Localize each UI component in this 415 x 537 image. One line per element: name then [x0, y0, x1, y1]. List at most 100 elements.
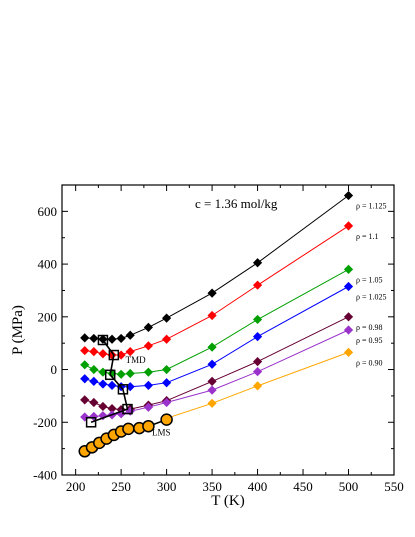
- data-point: [343, 325, 354, 335]
- data-point: [252, 357, 263, 367]
- x-tick-label: 200: [66, 479, 86, 494]
- data-point: [117, 384, 129, 395]
- data-point: [89, 411, 99, 422]
- data-point: [162, 378, 172, 388]
- data-point: [207, 342, 217, 352]
- x-tick-label: 400: [248, 479, 268, 494]
- data-point: [80, 395, 90, 405]
- plot-frame: [61, 184, 395, 476]
- series-layer: ρ = 1.125 ρ = 1.1 ρ = 1.05 ρ = 1.025 ρ = 0.9…: [78, 190, 387, 458]
- data-point: [89, 364, 99, 375]
- data-point: [343, 264, 354, 274]
- data-point: [343, 281, 354, 292]
- data-point: [80, 412, 90, 422]
- y-tick-label: 0: [51, 362, 58, 377]
- data-point: [89, 397, 99, 408]
- series-label: ρ = 0.95: [356, 336, 383, 345]
- series-line: [84, 268, 349, 375]
- series-label: ρ = 0.90: [356, 358, 383, 367]
- data-point: [162, 334, 172, 344]
- series-6: ρ = 0.90: [162, 347, 383, 423]
- data-point: [125, 368, 135, 379]
- data-point: [125, 347, 135, 357]
- data-point: [125, 330, 135, 340]
- y-tick-label: -400: [33, 468, 57, 483]
- x-axis-label: T (K): [211, 493, 244, 509]
- annotation-label: TMD: [126, 355, 147, 365]
- data-point: [108, 349, 120, 361]
- data-point: [97, 334, 109, 346]
- data-point: [98, 379, 108, 389]
- data-point: [252, 258, 263, 268]
- data-point: [122, 403, 133, 415]
- data-point: [98, 334, 108, 344]
- data-point: [207, 385, 217, 395]
- data-point: [107, 334, 117, 344]
- data-point: [89, 347, 99, 357]
- series-8: [85, 334, 133, 428]
- data-point: [343, 312, 354, 322]
- annotation-label: LMS: [152, 427, 171, 437]
- chart-annotation: c = 1.36 mol/kg: [195, 196, 278, 211]
- series-label: ρ = 1.1: [356, 232, 379, 241]
- data-point: [89, 376, 99, 387]
- y-tick-label: 600: [38, 204, 58, 219]
- data-point: [207, 398, 217, 408]
- data-point: [160, 413, 173, 426]
- data-point: [98, 349, 108, 359]
- data-point: [142, 419, 155, 433]
- data-point: [252, 331, 263, 342]
- axes-layer: 200 250 300 350 400 450 500 550 -400 -200 0 200 400 6…: [33, 185, 404, 494]
- data-point: [343, 190, 354, 201]
- data-point: [252, 314, 263, 325]
- data-point: [122, 422, 135, 436]
- data-point: [143, 341, 154, 351]
- y-axis-label: P (MPa): [10, 305, 26, 355]
- data-point: [207, 288, 217, 298]
- data-point: [80, 333, 90, 343]
- data-point: [116, 333, 126, 344]
- data-point: [162, 364, 172, 375]
- data-point: [143, 402, 154, 412]
- data-point: [162, 313, 172, 323]
- series-line: [90, 339, 129, 424]
- data-point: [343, 221, 354, 231]
- series-0: ρ = 1.125: [80, 190, 387, 344]
- series-label: ρ = 1.05: [356, 275, 383, 284]
- data-point: [143, 322, 154, 332]
- series-7: [78, 413, 173, 458]
- y-tick-label: 200: [38, 309, 58, 324]
- x-tick-label: 300: [157, 479, 177, 494]
- data-point: [104, 369, 116, 381]
- x-tick-label: 450: [293, 479, 313, 494]
- data-point: [80, 374, 90, 384]
- data-point: [89, 333, 99, 344]
- data-point: [116, 369, 126, 379]
- x-tick-label: 350: [202, 479, 222, 494]
- series-label: ρ = 0.98: [356, 323, 383, 332]
- x-tick-label: 500: [339, 479, 359, 494]
- x-tick-label: 550: [384, 479, 404, 494]
- data-point: [207, 359, 217, 369]
- data-point: [143, 367, 154, 377]
- data-point: [207, 376, 217, 387]
- series-label: ρ = 1.125: [356, 202, 387, 211]
- series-label: ρ = 1.025: [356, 293, 387, 302]
- data-point: [98, 401, 108, 412]
- data-point: [85, 417, 97, 428]
- data-point: [162, 397, 172, 408]
- series-line: [84, 195, 349, 340]
- y-tick-label: 400: [38, 257, 58, 272]
- data-point: [107, 380, 117, 390]
- series-line: [166, 351, 349, 419]
- data-point: [343, 347, 354, 358]
- data-point: [80, 360, 90, 370]
- data-point: [207, 310, 217, 321]
- data-point: [252, 280, 263, 290]
- data-point: [107, 403, 117, 414]
- data-point: [252, 367, 263, 377]
- x-tick-label: 250: [111, 479, 131, 494]
- data-point: [80, 345, 90, 356]
- data-point: [252, 381, 263, 391]
